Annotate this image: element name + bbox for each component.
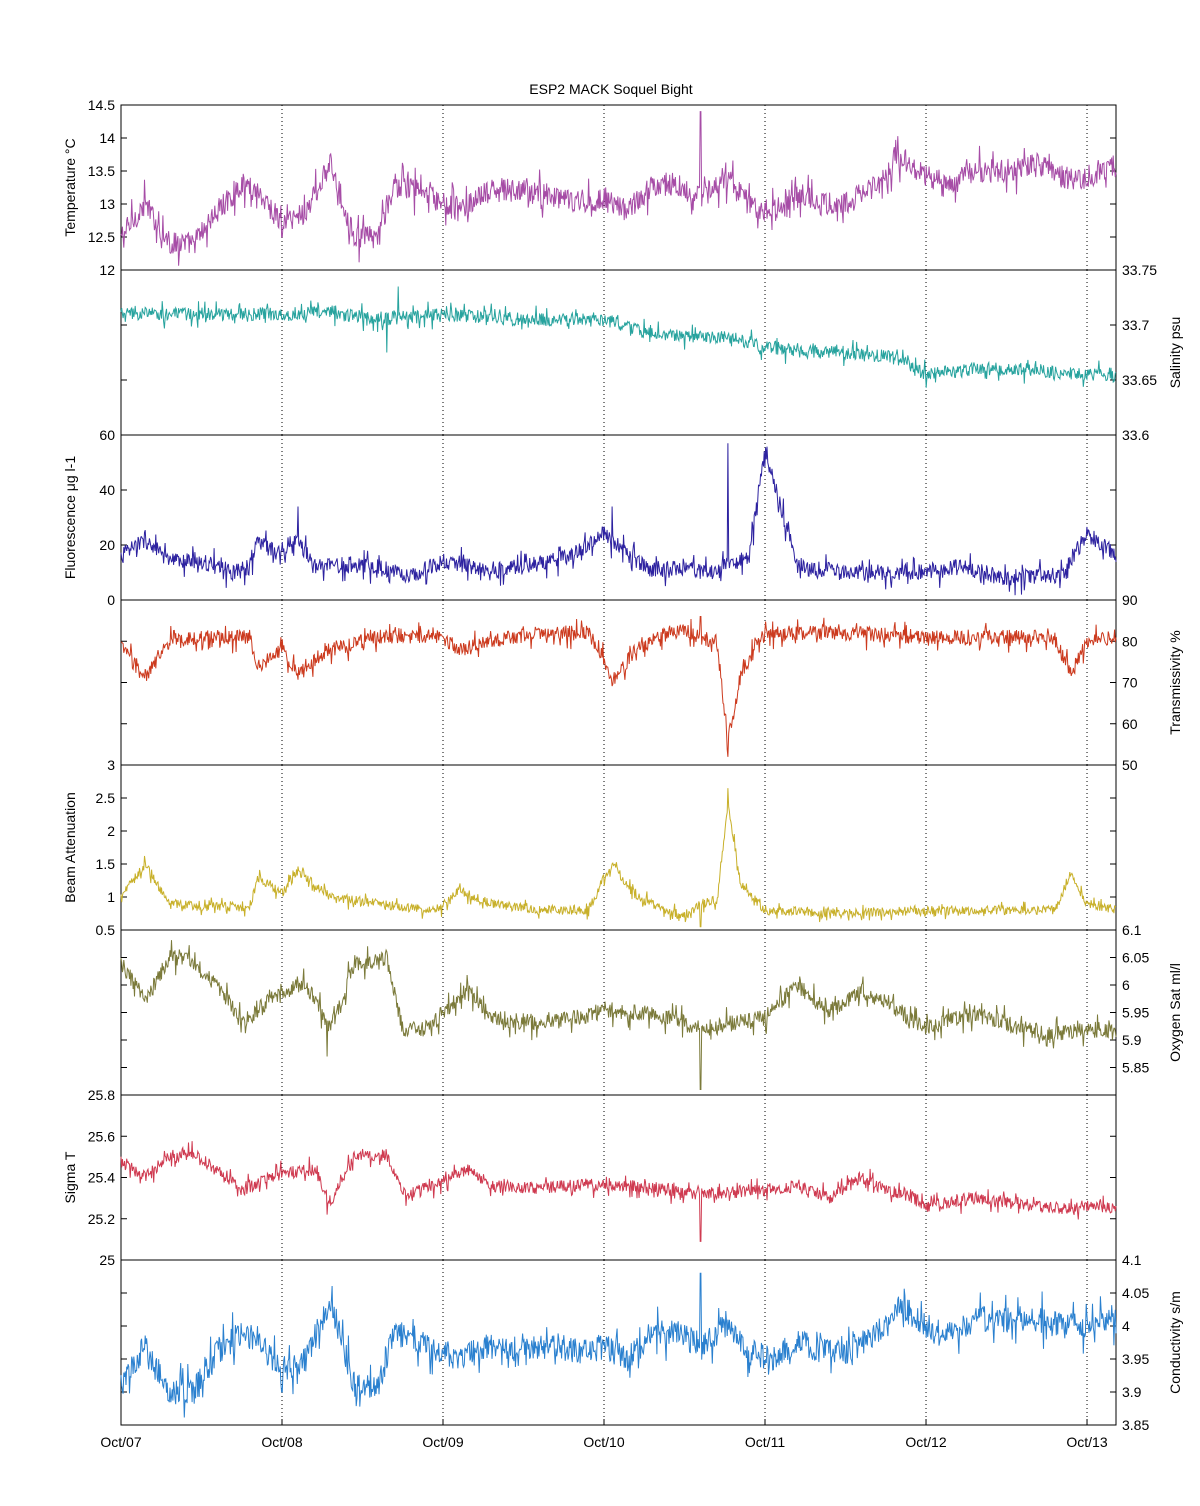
data-series-line xyxy=(120,1272,1117,1418)
y-tick-label: 25 xyxy=(99,1252,115,1268)
y-tick-label: 25.8 xyxy=(88,1087,115,1103)
y-tick-label: 20 xyxy=(99,537,115,553)
y-tick-label: 25.6 xyxy=(88,1128,115,1144)
x-tick-label: Oct/12 xyxy=(905,1434,946,1450)
y-tick-label: 3 xyxy=(107,757,115,773)
panel-2: 0 20 40 60 Fluorescence μg l-1 xyxy=(62,427,1117,608)
y-tick-label: 60 xyxy=(1122,716,1138,732)
x-tick-label: Oct/08 xyxy=(261,1434,302,1450)
y-tick-label: 2.5 xyxy=(96,790,116,806)
panel-frame xyxy=(120,104,1117,271)
y-tick-label: 0 xyxy=(107,592,115,608)
y-tick-label: 6.05 xyxy=(1122,950,1149,966)
y-tick-label: 33.65 xyxy=(1122,372,1157,388)
y-tick-label: 33.6 xyxy=(1122,427,1149,443)
x-tick-label: Oct/09 xyxy=(422,1434,463,1450)
panel-4: 0.5 1 1.5 2 2.5 3 Beam Attenuation xyxy=(62,757,1117,938)
panel-6: 25 25.2 25.4 25.6 25.8 Sigma T xyxy=(62,1087,1117,1268)
y-tick-label: 4 xyxy=(1122,1318,1130,1334)
y-tick-label: 90 xyxy=(1122,592,1138,608)
panel-frame xyxy=(120,269,1117,436)
y-tick-label: 2 xyxy=(107,823,115,839)
y-axis-label: Fluorescence μg l-1 xyxy=(62,456,78,579)
y-tick-label: 0.5 xyxy=(96,922,116,938)
y-tick-label: 70 xyxy=(1122,675,1138,691)
y-tick-label: 33.7 xyxy=(1122,317,1149,333)
y-tick-label: 4.05 xyxy=(1122,1285,1149,1301)
panel-frame xyxy=(120,434,1117,601)
panel-frame xyxy=(120,1259,1117,1426)
data-series-line xyxy=(120,443,1117,596)
y-tick-label: 13 xyxy=(99,196,115,212)
y-tick-label: 14.5 xyxy=(88,97,115,113)
y-tick-label: 33.75 xyxy=(1122,262,1157,278)
data-series-line xyxy=(120,788,1117,928)
y-axis-label: Conductivity s/m xyxy=(1167,1291,1183,1394)
y-tick-label: 5.85 xyxy=(1122,1060,1149,1076)
figure-title: ESP2 MACK Soquel Bight xyxy=(529,81,693,97)
y-tick-label: 4.1 xyxy=(1122,1252,1142,1268)
panel-frame xyxy=(120,764,1117,931)
y-tick-label: 6 xyxy=(1122,977,1130,993)
panel-0: 12 12.5 13 13.5 14 14.5 Temperature °C xyxy=(62,97,1117,278)
panel-frame xyxy=(120,599,1117,766)
y-tick-label: 80 xyxy=(1122,633,1138,649)
y-tick-label: 5.95 xyxy=(1122,1005,1149,1021)
y-axis-label: Transmissivity % xyxy=(1167,630,1183,735)
y-axis-label: Salinity psu xyxy=(1167,317,1183,389)
y-tick-label: 40 xyxy=(99,482,115,498)
y-tick-label: 25.4 xyxy=(88,1170,115,1186)
y-tick-label: 60 xyxy=(99,427,115,443)
y-tick-label: 14 xyxy=(99,130,115,146)
panel-7: 3.85 3.9 3.95 4 4.05 4.1 Conductivity s/m xyxy=(120,1252,1183,1433)
panel-3: 50 60 70 80 90 Transmissivity % xyxy=(120,592,1183,773)
panel-5: 5.85 5.9 5.95 6 6.05 6.1 Oxygen Sat ml/l xyxy=(120,922,1183,1096)
y-tick-label: 13.5 xyxy=(88,163,115,179)
x-tick-label: Oct/13 xyxy=(1066,1434,1107,1450)
x-tick-label: Oct/10 xyxy=(583,1434,624,1450)
y-axis-label: Temperature °C xyxy=(62,138,78,236)
data-series-line xyxy=(120,616,1117,757)
x-axis: Oct/07 Oct/08 Oct/09 Oct/10 Oct/11 Oct/12 Oct/… xyxy=(100,1419,1108,1450)
x-tick-label: Oct/07 xyxy=(100,1434,141,1450)
y-axis-label: Oxygen Sat ml/l xyxy=(1167,963,1183,1062)
y-tick-label: 12.5 xyxy=(88,229,115,245)
y-tick-label: 1 xyxy=(107,889,115,905)
y-tick-label: 3.85 xyxy=(1122,1417,1149,1433)
y-tick-label: 3.9 xyxy=(1122,1384,1142,1400)
data-series-line xyxy=(120,111,1117,266)
data-series-line xyxy=(120,940,1117,1090)
y-tick-label: 12 xyxy=(99,262,115,278)
y-axis-label: Sigma T xyxy=(62,1151,78,1203)
y-tick-label: 5.9 xyxy=(1122,1032,1142,1048)
x-tick-label: Oct/11 xyxy=(745,1434,785,1450)
y-tick-label: 25.2 xyxy=(88,1211,115,1227)
y-axis-label: Beam Attenuation xyxy=(62,792,78,903)
y-tick-label: 50 xyxy=(1122,757,1138,773)
y-tick-label: 3.95 xyxy=(1122,1351,1149,1367)
y-tick-label: 6.1 xyxy=(1122,922,1142,938)
data-series-line xyxy=(120,1141,1117,1242)
panel-1: 33.6 33.65 33.7 33.75 Salinity psu xyxy=(120,262,1183,443)
data-series-line xyxy=(120,286,1117,388)
y-tick-label: 1.5 xyxy=(96,856,116,872)
